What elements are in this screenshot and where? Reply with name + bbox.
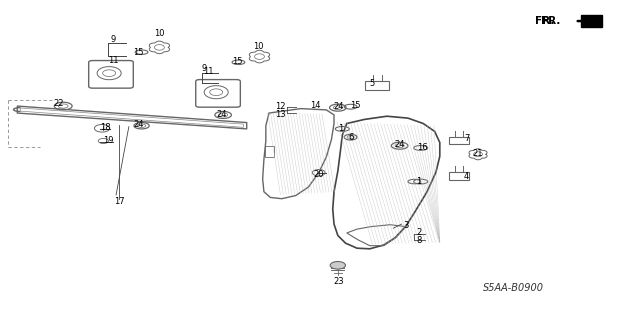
Text: 13: 13 (275, 109, 286, 118)
Text: FR.: FR. (541, 16, 561, 26)
Text: 1: 1 (416, 177, 421, 186)
Text: 18: 18 (100, 123, 111, 132)
Text: 1: 1 (338, 124, 343, 133)
Text: FR.: FR. (535, 16, 554, 26)
Text: 24: 24 (334, 101, 344, 111)
Text: 12: 12 (275, 101, 285, 111)
Polygon shape (581, 15, 602, 27)
Text: 4: 4 (464, 172, 469, 181)
Text: 7: 7 (464, 134, 469, 143)
Text: 9: 9 (202, 63, 207, 73)
Text: 14: 14 (310, 101, 320, 110)
Text: 16: 16 (417, 143, 428, 152)
Text: 11: 11 (108, 56, 118, 65)
Text: 9: 9 (110, 35, 116, 44)
Text: 11: 11 (204, 67, 214, 76)
Text: 24: 24 (394, 140, 405, 149)
Text: 10: 10 (154, 29, 164, 38)
Text: 10: 10 (253, 42, 264, 51)
Text: 17: 17 (114, 197, 125, 206)
Text: 5: 5 (370, 79, 375, 88)
Circle shape (330, 261, 346, 269)
Text: 24: 24 (216, 109, 227, 118)
Text: 15: 15 (232, 57, 243, 66)
Text: 15: 15 (133, 48, 143, 57)
Text: 15: 15 (350, 101, 360, 110)
Text: 2: 2 (416, 228, 421, 237)
Text: 20: 20 (314, 170, 324, 179)
Text: 24: 24 (133, 120, 143, 129)
Text: 19: 19 (103, 136, 114, 146)
Text: 22: 22 (54, 99, 64, 108)
Text: 8: 8 (416, 236, 422, 245)
Text: 6: 6 (348, 133, 353, 142)
Text: 21: 21 (473, 149, 483, 158)
Text: 3: 3 (403, 220, 409, 229)
Text: S5AA-B0900: S5AA-B0900 (483, 283, 544, 292)
Text: 23: 23 (334, 277, 344, 286)
